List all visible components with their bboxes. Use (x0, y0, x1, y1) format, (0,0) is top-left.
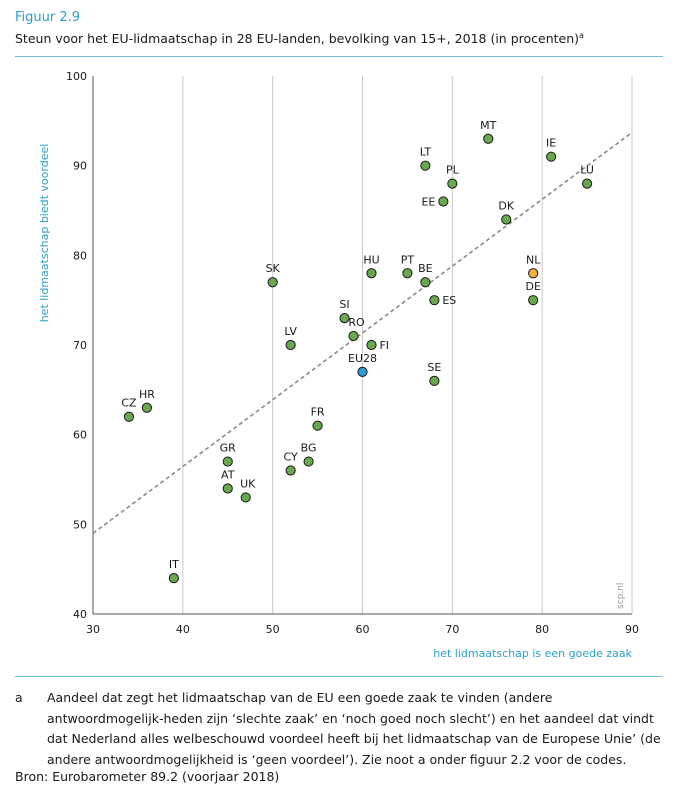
y-tick-label-70: 70 (73, 339, 87, 352)
figure-label: Figuur 2.9 (15, 10, 81, 25)
x-tick-label-60: 60 (356, 623, 370, 636)
figure-title-footnote-marker: a (579, 31, 584, 40)
data-label-gr: GR (220, 442, 237, 455)
x-tick-label-80: 80 (535, 623, 549, 636)
data-point-ro (348, 330, 359, 342)
data-point-eu28 (357, 366, 368, 377)
data-label-ro: RO (348, 316, 365, 329)
watermark: scp.nl (616, 583, 626, 609)
data-point-at (222, 483, 233, 494)
x-tick-label-50: 50 (266, 623, 280, 636)
x-tick-label-30: 30 (86, 623, 100, 636)
data-point-gr (222, 456, 233, 467)
data-label-ie: IE (546, 137, 556, 150)
data-point-bg (303, 456, 314, 467)
data-label-dk: DK (498, 199, 514, 212)
data-label-fr: FR (311, 406, 325, 419)
data-label-bg: BG (301, 442, 317, 455)
x-tick-label-90: 90 (625, 623, 639, 636)
data-point-hu (366, 268, 377, 279)
data-label-it: IT (169, 558, 179, 571)
bottom-divider (15, 676, 663, 677)
data-point-si (339, 313, 350, 324)
data-points (123, 133, 593, 584)
data-label-se: SE (427, 361, 441, 374)
data-point-sk (267, 277, 278, 288)
x-tick-label-40: 40 (176, 623, 190, 636)
data-point-fr (312, 420, 323, 431)
data-label-pl: PL (446, 164, 460, 177)
x-axis-label: het lidmaatschap is een goede zaak (433, 647, 632, 660)
data-point-lu (581, 178, 593, 189)
data-label-eu28: EU28 (348, 352, 377, 365)
data-label-cz: CZ (121, 397, 137, 410)
data-label-nl: NL (526, 253, 541, 266)
y-tick-label-50: 50 (73, 518, 87, 531)
data-label-lt: LT (420, 146, 432, 159)
data-label-pt: PT (401, 253, 415, 266)
y-axis-label: het lidmaatschap biedt voordeel (38, 144, 51, 323)
data-label-cy: CY (284, 451, 298, 464)
top-divider (15, 56, 663, 57)
data-label-hu: HU (363, 253, 379, 266)
data-point-uk (240, 492, 251, 503)
data-label-fi: FI (379, 339, 389, 352)
data-point-dk (501, 214, 512, 225)
data-label-hr: HR (139, 388, 155, 401)
footnote-text: Aandeel dat zegt het lidmaatschap van de… (47, 690, 661, 767)
data-label-lv: LV (284, 325, 297, 338)
data-point-mt (483, 133, 494, 144)
data-point-ie (546, 151, 557, 162)
y-tick-label-90: 90 (73, 160, 87, 173)
data-label-si: SI (339, 298, 349, 311)
data-point-hr (141, 402, 152, 413)
y-tick-label-40: 40 (73, 608, 87, 621)
data-point-labels: MT IE LT PL LU EE DK HU PT NL SK BE ES DE SI RO LV FIEU28… (121, 119, 594, 571)
data-point-es (429, 295, 440, 306)
chart-grid (182, 76, 633, 614)
footnote-marker: a (15, 690, 23, 705)
data-point-cz (123, 411, 135, 422)
data-point-lt (420, 160, 431, 171)
y-tick-label-100: 100 (66, 70, 87, 83)
data-point-pt (402, 268, 413, 279)
data-label-sk: SK (266, 262, 281, 275)
data-point-cy (285, 465, 296, 476)
scatter-chart: 30 40 50 60 70 80 90 40 50 60 70 80 90 100 MT IE LT PL LU… (38, 70, 639, 660)
y-tick-label-60: 60 (73, 429, 87, 442)
data-point-de (528, 295, 539, 306)
figure-title: Steun voor het EU-lidmaatschap in 28 EU-… (15, 31, 584, 46)
data-label-de: DE (525, 280, 540, 293)
source-line: Bron: Eurobarometer 89.2 (voorjaar 2018) (15, 769, 280, 784)
chart-tick-labels: 30 40 50 60 70 80 90 40 50 60 70 80 90 100 (66, 70, 639, 636)
data-label-es: ES (442, 294, 456, 307)
data-label-mt: MT (480, 119, 496, 132)
data-point-se (429, 375, 440, 386)
figure-title-text: Steun voor het EU-lidmaatschap in 28 EU-… (15, 31, 580, 47)
chart-axes (92, 76, 632, 615)
data-label-be: BE (418, 262, 433, 275)
data-point-it (168, 573, 179, 584)
data-label-at: AT (221, 468, 235, 481)
data-point-lv (285, 339, 296, 351)
data-point-ee (438, 196, 449, 207)
data-point-be (420, 277, 431, 288)
y-tick-label-80: 80 (73, 249, 87, 262)
x-tick-label-70: 70 (445, 623, 459, 636)
data-point-fi (366, 339, 377, 351)
data-label-uk: UK (240, 477, 256, 490)
data-label-lu: LU (580, 164, 594, 177)
data-point-pl (447, 178, 458, 189)
data-point-nl (528, 268, 539, 279)
data-label-ee: EE (421, 196, 435, 209)
